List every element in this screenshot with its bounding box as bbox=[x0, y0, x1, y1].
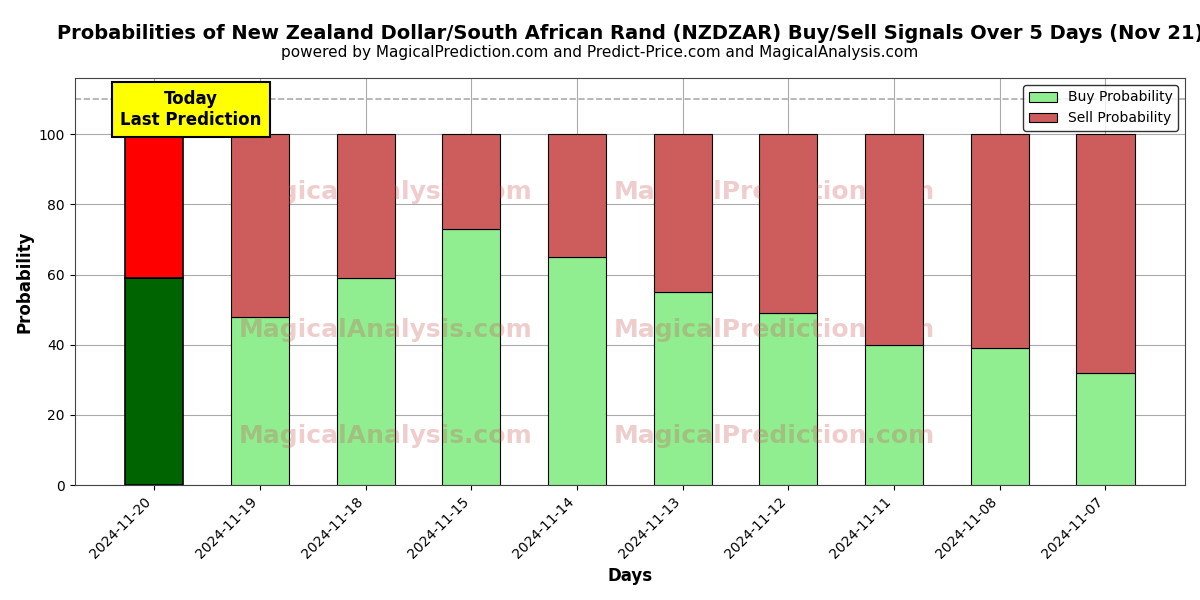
Bar bbox=[654, 134, 712, 292]
Bar bbox=[654, 292, 712, 485]
X-axis label: Days: Days bbox=[607, 567, 653, 585]
Legend: Buy Probability, Sell Probability: Buy Probability, Sell Probability bbox=[1024, 85, 1178, 131]
Bar bbox=[336, 134, 395, 278]
Bar bbox=[760, 134, 817, 313]
Bar bbox=[760, 313, 817, 485]
Bar bbox=[336, 278, 395, 485]
Bar bbox=[125, 278, 184, 485]
Text: MagicalPrediction.com: MagicalPrediction.com bbox=[613, 180, 935, 204]
Bar bbox=[548, 257, 606, 485]
Text: MagicalPrediction.com: MagicalPrediction.com bbox=[613, 319, 935, 343]
Bar bbox=[548, 134, 606, 257]
Title: Probabilities of New Zealand Dollar/South African Rand (NZDZAR) Buy/Sell Signals: Probabilities of New Zealand Dollar/Sout… bbox=[56, 24, 1200, 43]
Bar bbox=[1076, 134, 1134, 373]
Bar bbox=[865, 345, 923, 485]
Text: MagicalPrediction.com: MagicalPrediction.com bbox=[613, 424, 935, 448]
Bar bbox=[1076, 373, 1134, 485]
Bar bbox=[230, 134, 289, 317]
Bar bbox=[865, 134, 923, 345]
Bar bbox=[230, 317, 289, 485]
Bar bbox=[971, 134, 1028, 348]
Bar bbox=[971, 348, 1028, 485]
Text: powered by MagicalPrediction.com and Predict-Price.com and MagicalAnalysis.com: powered by MagicalPrediction.com and Pre… bbox=[281, 45, 919, 60]
Y-axis label: Probability: Probability bbox=[16, 230, 34, 333]
Bar bbox=[443, 134, 500, 229]
Text: MagicalAnalysis.com: MagicalAnalysis.com bbox=[239, 424, 533, 448]
Text: Today
Last Prediction: Today Last Prediction bbox=[120, 90, 262, 129]
Bar bbox=[125, 134, 184, 278]
Bar bbox=[443, 229, 500, 485]
Text: MagicalAnalysis.com: MagicalAnalysis.com bbox=[239, 319, 533, 343]
Text: MagicalAnalysis.com: MagicalAnalysis.com bbox=[239, 180, 533, 204]
